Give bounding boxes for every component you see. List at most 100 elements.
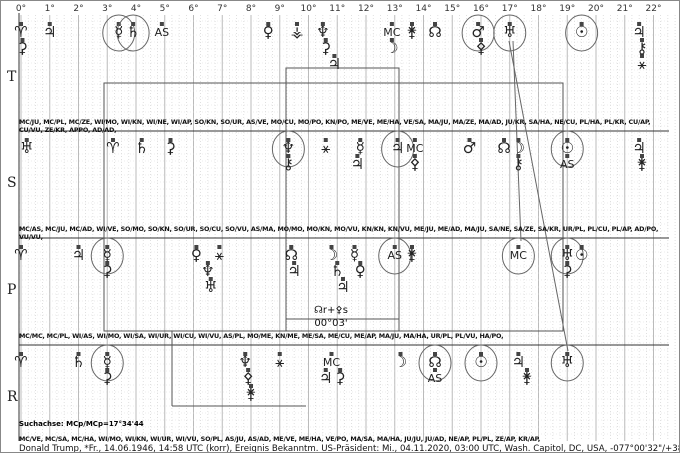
planet-glyph: ☉ bbox=[560, 139, 574, 157]
planet-glyph: ♃ bbox=[632, 139, 646, 157]
planet-glyph: ☽ bbox=[511, 139, 526, 157]
planet-glyph: ♂ bbox=[471, 23, 485, 41]
position-marker bbox=[246, 368, 251, 372]
highlight-circle bbox=[271, 130, 305, 168]
planet-glyph: ⚵ bbox=[636, 155, 648, 173]
position-marker bbox=[398, 352, 403, 356]
position-marker bbox=[76, 245, 81, 249]
highlight-circle bbox=[102, 14, 136, 52]
degree-label: 5° bbox=[159, 4, 170, 14]
position-marker bbox=[565, 261, 570, 265]
planet-glyph: ♅ bbox=[20, 139, 34, 157]
position-marker bbox=[395, 138, 400, 142]
highlight-circle bbox=[418, 344, 452, 382]
planet-glyph: ⚹ bbox=[321, 139, 331, 157]
planet-glyph: MC bbox=[406, 142, 424, 155]
position-marker bbox=[516, 352, 521, 356]
position-marker bbox=[565, 245, 570, 249]
planet-glyph: ♃ bbox=[336, 278, 350, 296]
position-marker bbox=[502, 138, 506, 142]
planet-glyph: ⚴ bbox=[475, 39, 487, 57]
planet-glyph: ☽ bbox=[324, 246, 339, 264]
planet-glyph: ⚹ bbox=[275, 353, 285, 371]
position-marker bbox=[323, 38, 328, 42]
degree-label: 6° bbox=[188, 4, 199, 14]
position-marker bbox=[637, 138, 642, 142]
position-marker bbox=[516, 138, 521, 142]
position-marker bbox=[433, 368, 437, 372]
position-marker bbox=[335, 261, 340, 265]
position-marker bbox=[389, 38, 394, 42]
position-marker bbox=[323, 368, 328, 372]
highlight-circle bbox=[116, 14, 150, 52]
highlight-circle bbox=[90, 237, 124, 275]
position-marker bbox=[410, 245, 414, 249]
planet-glyph: ♃ bbox=[327, 55, 342, 73]
highlight-circle bbox=[565, 14, 599, 52]
planet-glyph: ♅ bbox=[503, 23, 517, 41]
position-marker bbox=[168, 138, 173, 142]
planet-glyph: ⚷ bbox=[282, 155, 294, 173]
aspect-list: MC/JU, MC/PL, MC/ZE, WI/MO, WI/KN, WI/NE… bbox=[19, 118, 651, 134]
planet-glyph: MC bbox=[322, 356, 341, 369]
planet-glyph: ♆ bbox=[201, 262, 215, 280]
position-marker bbox=[139, 138, 144, 142]
planet-glyph: ♅ bbox=[560, 246, 574, 264]
highlight-circle bbox=[381, 130, 415, 168]
planet-glyph: ⚹ bbox=[637, 55, 647, 73]
degree-label: 20° bbox=[588, 4, 604, 14]
planet-glyph: ⚵ bbox=[406, 23, 418, 41]
planet-glyph: ☽ bbox=[385, 39, 399, 57]
planet-glyph: ⚳ bbox=[165, 139, 176, 157]
planet-glyph: ♀ bbox=[190, 246, 202, 264]
degree-label: 18° bbox=[530, 4, 547, 14]
position-marker bbox=[249, 384, 253, 388]
planet-glyph: ♆ bbox=[238, 353, 252, 371]
degree-label: 22° bbox=[645, 4, 662, 14]
position-marker bbox=[579, 22, 584, 26]
degree-label: 8° bbox=[245, 4, 257, 14]
position-marker bbox=[329, 352, 334, 356]
position-marker bbox=[194, 245, 199, 249]
degree-label: 14° bbox=[415, 4, 432, 14]
planet-glyph: ♄ bbox=[126, 23, 140, 41]
position-marker bbox=[412, 138, 417, 142]
position-marker bbox=[479, 38, 483, 42]
planet-glyph: ☿ bbox=[349, 246, 360, 264]
position-marker bbox=[243, 352, 248, 356]
planet-glyph: ☊ bbox=[428, 353, 442, 371]
planet-glyph: ⚴ bbox=[242, 369, 254, 387]
position-marker bbox=[24, 138, 29, 142]
position-marker bbox=[208, 277, 213, 281]
position-marker bbox=[20, 38, 25, 42]
degree-label: 10° bbox=[300, 4, 317, 14]
position-marker bbox=[516, 245, 521, 249]
position-marker bbox=[217, 245, 222, 249]
highlight-circle bbox=[493, 14, 527, 52]
position-marker bbox=[389, 22, 394, 26]
planet-glyph: ⚳ bbox=[320, 39, 332, 57]
position-marker bbox=[338, 368, 343, 372]
planet-glyph: ☊ bbox=[428, 23, 442, 41]
planet-glyph: ♈ bbox=[14, 353, 28, 371]
position-marker bbox=[205, 261, 210, 265]
position-marker bbox=[105, 245, 110, 249]
planet-glyph: ☉ bbox=[474, 353, 488, 371]
position-marker bbox=[410, 22, 414, 26]
row-label-s: S bbox=[7, 175, 17, 191]
position-marker bbox=[355, 154, 360, 158]
position-marker bbox=[637, 22, 642, 26]
planet-glyph: AS bbox=[154, 26, 170, 39]
planet-glyph: ♄ bbox=[330, 262, 344, 280]
planet-glyph: ⚵ bbox=[406, 246, 418, 264]
position-marker bbox=[565, 154, 570, 158]
position-marker bbox=[332, 54, 337, 58]
planet-glyph: ☉ bbox=[574, 23, 589, 41]
planet-glyph: ☽ bbox=[393, 353, 408, 371]
degree-label: 21° bbox=[616, 4, 633, 14]
highlight-circle bbox=[501, 237, 535, 275]
planet-glyph: ♆ bbox=[281, 139, 296, 157]
row-label-t: T bbox=[7, 69, 17, 85]
degree-label: 7° bbox=[217, 4, 228, 14]
